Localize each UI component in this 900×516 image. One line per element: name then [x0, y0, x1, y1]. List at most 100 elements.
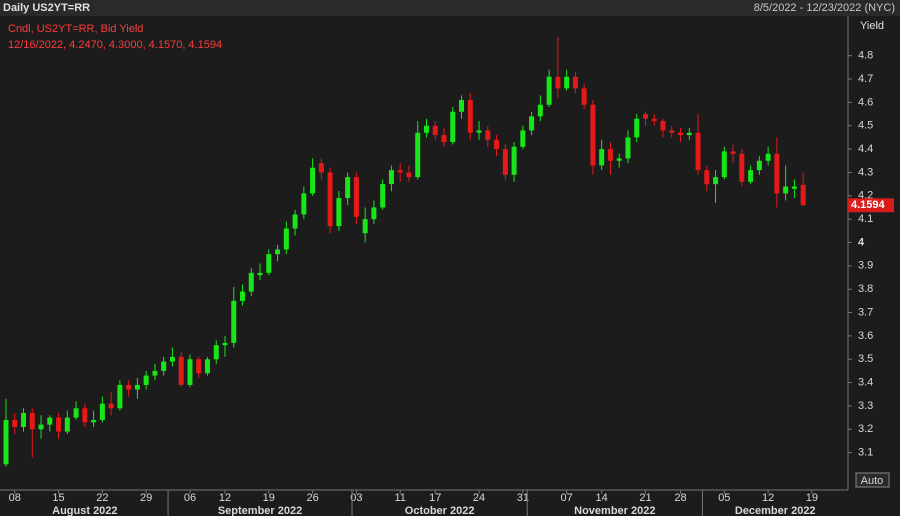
- x-tick-label: 29: [140, 492, 152, 504]
- candle-body: [651, 118, 657, 122]
- auto-button[interactable]: [855, 472, 890, 488]
- candle-body: [494, 139, 500, 150]
- candle-body: [511, 146, 517, 175]
- candle-body: [459, 100, 465, 112]
- y-tick-label: 4.1: [858, 213, 873, 225]
- candle-body: [713, 177, 719, 185]
- y-tick-label: 4.3: [858, 166, 873, 178]
- auto-button-label[interactable]: Auto: [861, 475, 884, 487]
- y-tick-label: 3.5: [858, 353, 873, 365]
- x-tick-label: 08: [9, 492, 21, 504]
- candle-body: [213, 345, 219, 360]
- candle-body: [29, 412, 35, 430]
- candle-body: [476, 130, 482, 133]
- y-tick-label: 3.9: [858, 260, 873, 272]
- candle-body: [546, 76, 552, 105]
- legend-line: 12/16/2022, 4.2470, 4.3000, 4.1570, 4.15…: [8, 39, 222, 51]
- candle-body: [231, 300, 237, 343]
- y-tick-label: 3.6: [858, 330, 873, 342]
- candle-body: [502, 149, 508, 175]
- y-tick-label: 3.3: [858, 400, 873, 412]
- candle-body: [625, 137, 631, 159]
- candle-body: [73, 408, 79, 418]
- x-tick-label: 15: [52, 492, 64, 504]
- candle-body: [318, 163, 324, 173]
- candle-body: [38, 424, 44, 430]
- candle-body: [99, 403, 105, 420]
- candle-body: [161, 361, 167, 371]
- y-axis-label: Yield: [860, 20, 884, 32]
- legend-line: Cndl, US2YT=RR, Bid Yield: [8, 23, 143, 35]
- candle-body: [257, 272, 263, 276]
- candle-body: [353, 177, 359, 217]
- last-value-box: [848, 198, 894, 213]
- x-tick-label: 21: [639, 492, 651, 504]
- candle-body: [380, 184, 386, 208]
- x-tick-label: 11: [394, 492, 405, 504]
- x-tick-label: 24: [473, 492, 485, 504]
- candle-body: [748, 170, 754, 182]
- candle-body: [248, 272, 254, 292]
- month-label: November 2022: [574, 505, 655, 516]
- month-label: October 2022: [405, 505, 475, 516]
- candle-body: [275, 249, 281, 255]
- candle-body: [21, 412, 27, 427]
- candle-body: [756, 160, 762, 171]
- y-tick-label: 4.8: [858, 50, 873, 62]
- candle-body: [301, 193, 307, 215]
- y-tick-label: 4: [858, 236, 865, 248]
- month-label: September 2022: [218, 505, 302, 516]
- x-tick-label: 03: [350, 492, 362, 504]
- x-tick-label: 06: [184, 492, 196, 504]
- candle-body: [336, 198, 342, 227]
- candle-body: [467, 100, 473, 133]
- candle-body: [12, 419, 18, 427]
- candle-body: [432, 125, 438, 136]
- candle-body: [56, 417, 62, 432]
- candle-body: [388, 170, 394, 185]
- candle-body: [327, 172, 333, 227]
- y-tick-label: 4.6: [858, 96, 873, 108]
- candle-body: [642, 114, 648, 119]
- candle-body: [721, 151, 727, 178]
- candle-body: [572, 76, 578, 89]
- candle-body: [169, 356, 175, 362]
- candle-body: [266, 254, 272, 273]
- candle-body: [143, 375, 149, 385]
- x-tick-label: 22: [96, 492, 108, 504]
- candle-body: [599, 149, 605, 166]
- candle-body: [371, 207, 377, 220]
- x-tick-label: 19: [263, 492, 275, 504]
- candle-body: [686, 132, 692, 136]
- candle-body: [704, 170, 710, 185]
- candle-body: [678, 132, 684, 136]
- month-label: December 2022: [735, 505, 816, 516]
- candle-body: [152, 370, 158, 376]
- candle-body: [730, 151, 736, 154]
- candle-body: [415, 132, 421, 178]
- y-tick-label: 4.4: [858, 143, 873, 155]
- candle-body: [616, 158, 622, 161]
- candle-body: [607, 149, 613, 161]
- candle-body: [590, 104, 596, 166]
- candle-body: [91, 419, 97, 423]
- candle-body: [774, 153, 780, 194]
- candle-body: [555, 76, 561, 89]
- candle-body: [739, 153, 745, 182]
- candle-body: [695, 132, 701, 171]
- candle-body: [117, 384, 123, 409]
- candle-body: [634, 118, 640, 138]
- header-bar: [0, 0, 900, 16]
- candle-body: [397, 170, 403, 173]
- candle-body: [345, 177, 351, 199]
- candle-body: [783, 186, 789, 194]
- candle-body: [669, 130, 675, 133]
- x-tick-label: 28: [674, 492, 686, 504]
- candle-body: [204, 359, 210, 374]
- candle-body: [3, 419, 9, 465]
- candle-body: [310, 167, 316, 194]
- candle-body: [485, 130, 491, 140]
- candle-body: [240, 291, 246, 301]
- y-tick-label: 4.5: [858, 120, 873, 132]
